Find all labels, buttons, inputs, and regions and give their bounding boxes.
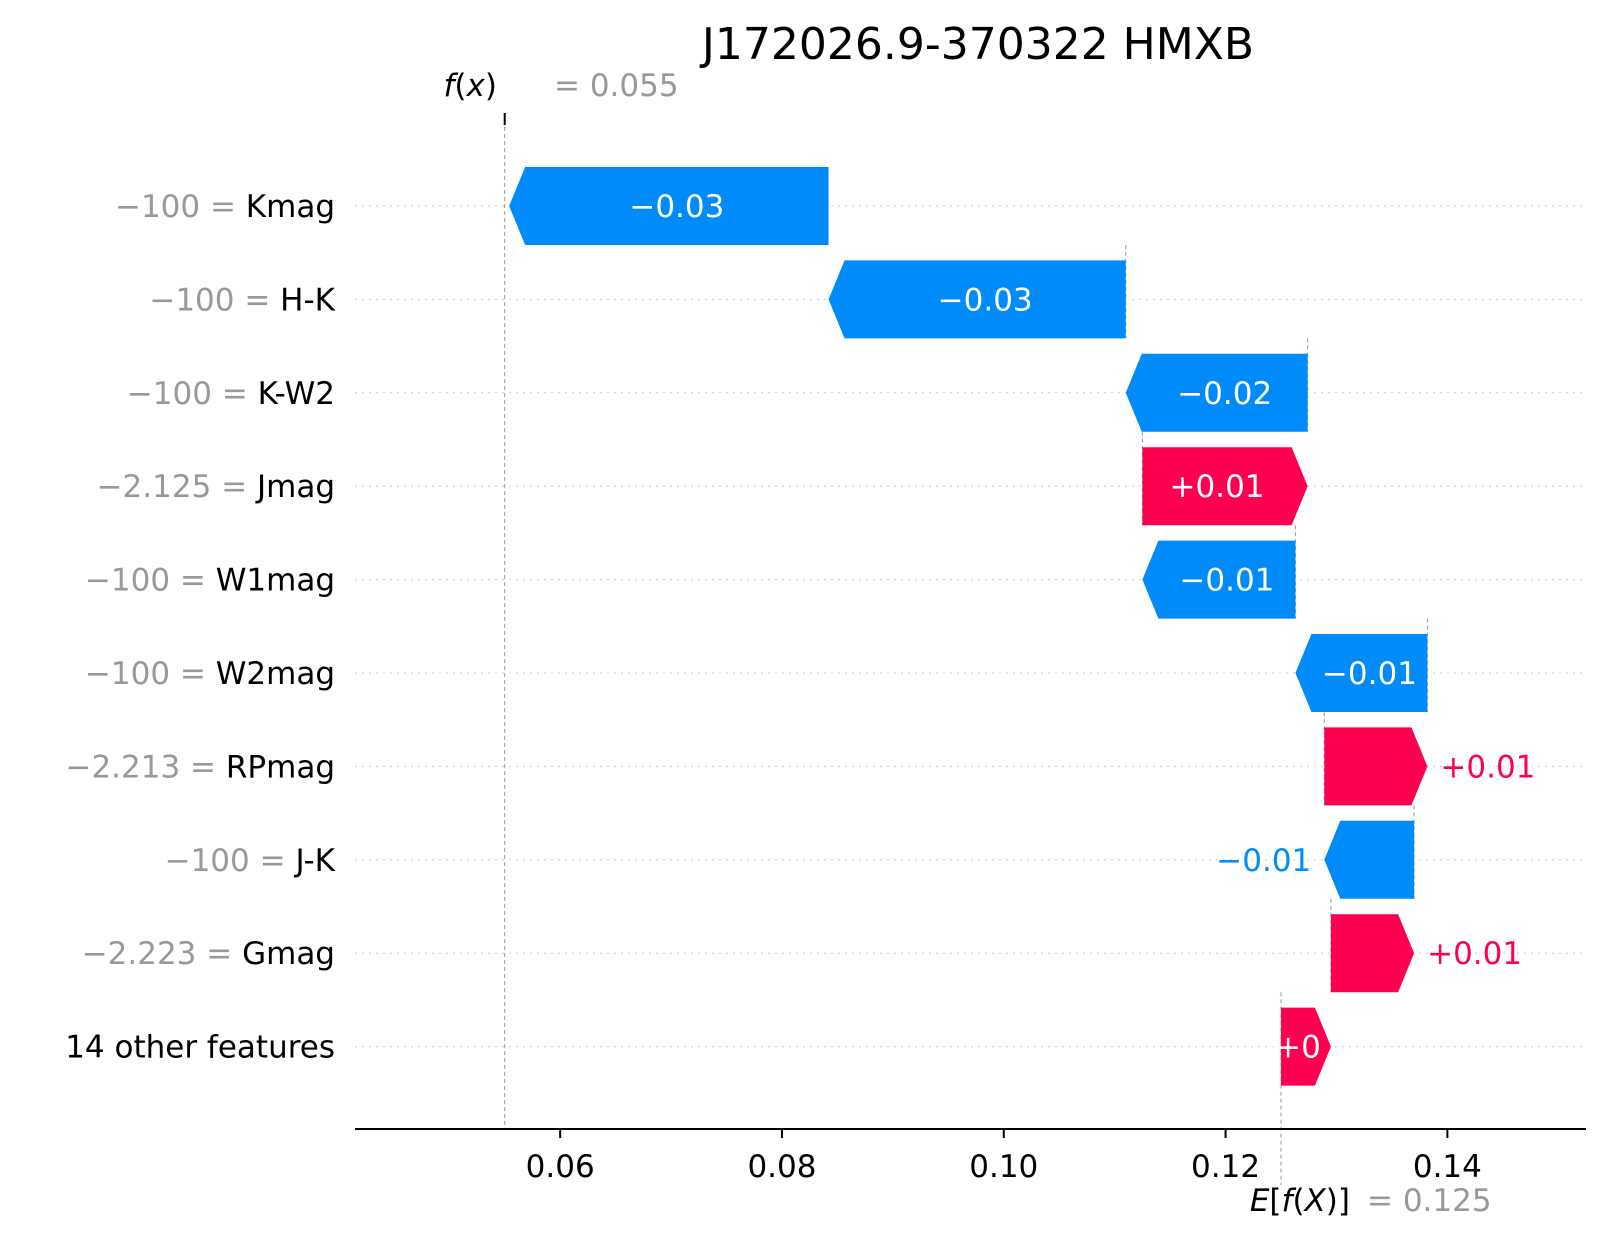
expected-value: = 0.125 [1367,1183,1492,1219]
feature-value: −2.213 = [65,749,225,785]
bar-value-label: +0.01 [1440,749,1535,785]
feature-name: W1mag [216,563,335,599]
bar-w1mag [1142,540,1296,619]
feature-value: −100 = [115,189,246,225]
feature-name: H-K [280,282,335,318]
feature-label: −100 = H-K [149,282,335,318]
feature-name: Gmag [242,936,335,972]
feature-label: −100 = Kmag [115,189,335,225]
bar-value-label: −0.01 [1322,656,1417,692]
feature-label: 14 other features [65,1030,335,1066]
bar-rpmag [1324,727,1428,806]
bar-w2mag [1295,634,1428,712]
bar-14-other-features [1281,1007,1331,1086]
bar-value-label: −0.02 [1177,376,1272,412]
feature-name: Jmag [255,469,335,505]
feature-label: −100 = J-K [165,843,336,879]
x-axis: 0.06 0.08 0.10 0.12 0.14 [355,1128,1586,1185]
bar-value-label: −0.03 [938,282,1033,318]
bar-kmag [509,167,829,245]
feature-value: −100 = [149,282,280,318]
feature-label: −2.125 = Jmag [97,469,335,505]
chart-title: J172026.9-370322 HMXB [699,19,1254,70]
x-tick-label: 0.08 [747,1149,816,1185]
feature-value: −100 = [165,843,296,879]
feature-label: −2.223 = Gmag [82,936,335,972]
bar-value-label: −0.01 [1179,563,1274,599]
feature-label: −100 = W1mag [85,563,335,599]
bar-jmag [1142,447,1308,526]
feature-value: −2.223 = [82,936,242,972]
feature-name: Kmag [246,189,335,225]
bar-value-label: +0 [1275,1030,1321,1066]
feature-name: 14 other features [65,1030,335,1066]
bar-value-label: +0.01 [1170,469,1265,505]
bar-gmag [1330,914,1415,993]
expected-value-label: E[f(X)] [1250,1183,1350,1219]
feature-label: −2.213 = RPmag [65,749,335,785]
x-tick-label: 0.12 [1191,1149,1260,1185]
fx-label: f(x) [444,68,498,104]
feature-name: W2mag [216,656,335,692]
bar-h-k [828,260,1126,339]
x-tick-label: 0.14 [1413,1149,1482,1185]
feature-value: −100 = [127,376,258,412]
feature-name: K-W2 [258,376,335,412]
feature-value: −100 = [85,563,216,599]
bar-value-label: −0.03 [629,189,724,225]
fx-value: = 0.055 [554,68,679,104]
bar-k-w2 [1125,353,1308,432]
feature-value: −2.125 = [97,469,257,505]
feature-label: −100 = W2mag [85,656,335,692]
x-tick-label: 0.06 [526,1149,595,1185]
bar-j-k [1324,820,1415,899]
feature-label: −100 = K-W2 [127,376,335,412]
bar-value-label: −0.01 [1216,843,1311,879]
feature-name: J-K [293,843,335,879]
feature-labels: −0.03 −100 = Kmag −0.03 −100 = H-K −0.02 −100… [65,189,1535,1066]
feature-value: −100 = [85,656,216,692]
x-tick-label: 0.10 [969,1149,1038,1185]
bar-value-label: +0.01 [1427,936,1522,972]
contribution-bars [509,167,1428,1086]
feature-name: RPmag [226,749,335,785]
